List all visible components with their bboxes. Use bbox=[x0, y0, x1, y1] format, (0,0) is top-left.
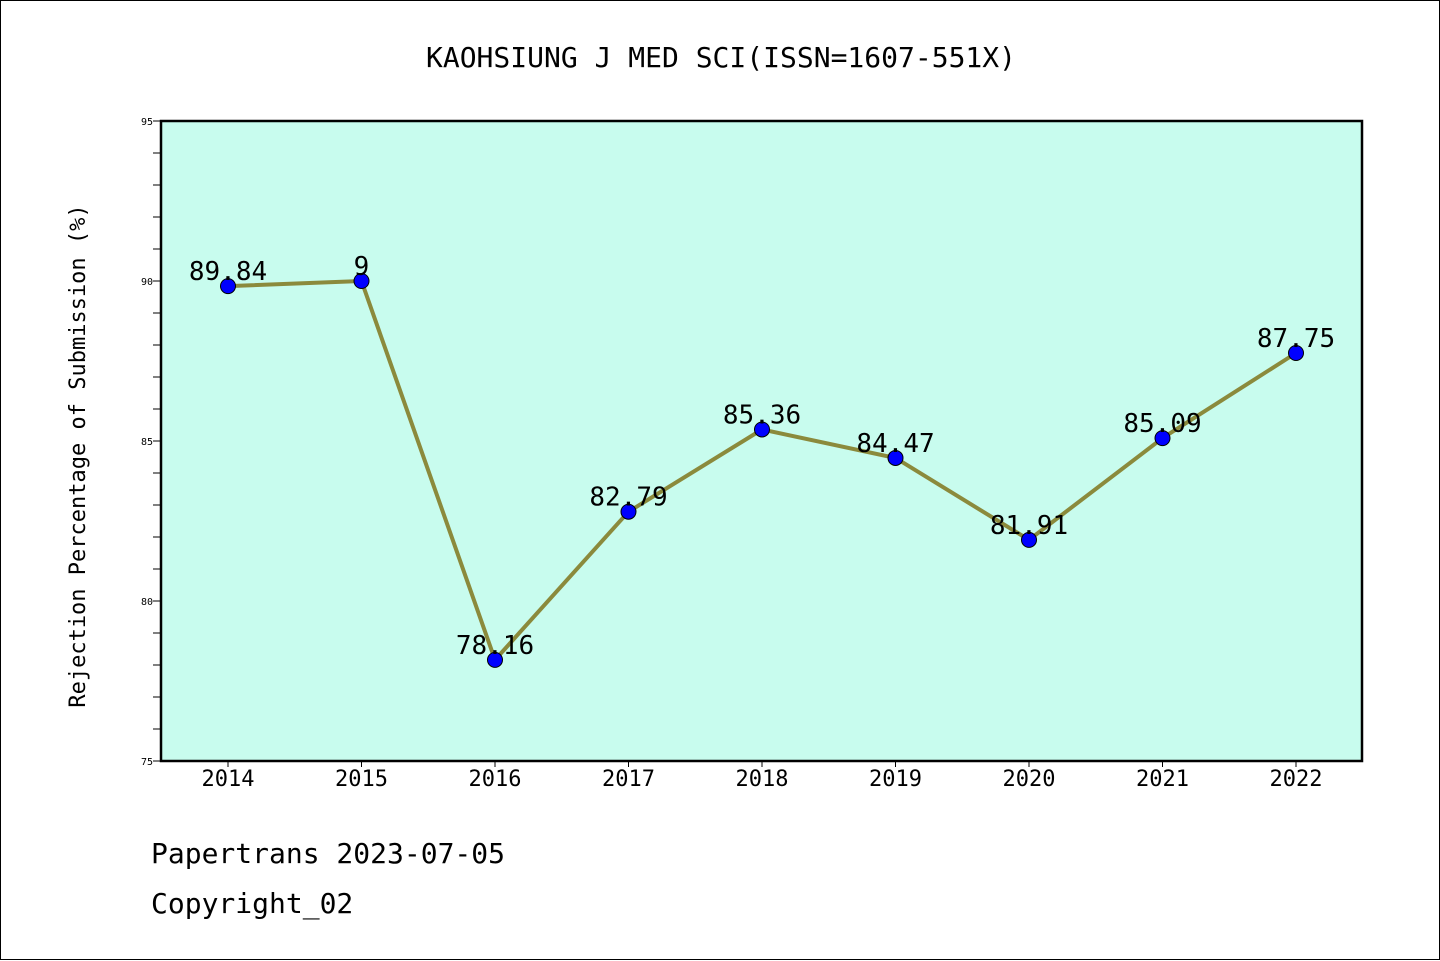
x-tick-label: 2014 bbox=[202, 767, 255, 792]
data-point bbox=[220, 278, 236, 295]
chart-title: KAOHSIUNG J MED SCI(ISSN=1607-551X) bbox=[426, 41, 1016, 74]
data-label: 85.09 bbox=[1123, 409, 1201, 439]
y-tick-label: 90 bbox=[141, 277, 153, 288]
data-series: 89.84 9 78.16 82.79 85.36 84.47 81.91 85.09 87.7… bbox=[189, 252, 1335, 668]
x-tick-label: 2016 bbox=[469, 767, 522, 792]
data-label: 9 bbox=[354, 252, 370, 282]
x-tick-label: 2019 bbox=[869, 767, 922, 792]
x-tick-label: 2017 bbox=[602, 767, 655, 792]
data-point bbox=[754, 421, 770, 438]
data-label: 84.47 bbox=[856, 429, 934, 459]
x-tick-label: 2018 bbox=[736, 767, 789, 792]
footer-copyright: Copyright_02 bbox=[151, 887, 354, 920]
data-label: 78.16 bbox=[456, 631, 534, 661]
plot-area bbox=[159, 119, 1364, 763]
x-tick-label: 2022 bbox=[1270, 767, 1323, 792]
y-axis-label: Rejection Percentage of Submission (%) bbox=[66, 204, 91, 707]
x-axis-ticks: 2014 2015 2016 2017 2018 2019 2020 2021 2022 bbox=[202, 761, 1323, 792]
y-tick-label: 75 bbox=[141, 757, 153, 768]
data-label: 85.36 bbox=[723, 400, 801, 430]
data-point bbox=[1021, 531, 1037, 548]
data-label: 81.91 bbox=[990, 511, 1068, 541]
y-axis-ticks: 75 80 85 90 95 bbox=[141, 117, 161, 768]
data-label: 87.75 bbox=[1257, 324, 1335, 354]
data-label: 89.84 bbox=[189, 257, 267, 287]
data-point bbox=[887, 449, 904, 466]
data-point bbox=[620, 503, 637, 520]
data-label: 82.79 bbox=[589, 483, 667, 513]
data-point bbox=[1154, 430, 1171, 447]
x-tick-label: 2015 bbox=[335, 767, 388, 792]
y-tick-label: 80 bbox=[141, 597, 153, 608]
data-point bbox=[1288, 345, 1304, 361]
data-point bbox=[487, 651, 503, 668]
x-tick-label: 2021 bbox=[1136, 767, 1189, 792]
footer-date: Papertrans 2023-07-05 bbox=[151, 837, 506, 870]
data-point bbox=[353, 273, 370, 289]
y-tick-label: 85 bbox=[141, 437, 153, 448]
x-tick-label: 2020 bbox=[1003, 767, 1056, 792]
y-tick-label: 95 bbox=[141, 117, 153, 128]
